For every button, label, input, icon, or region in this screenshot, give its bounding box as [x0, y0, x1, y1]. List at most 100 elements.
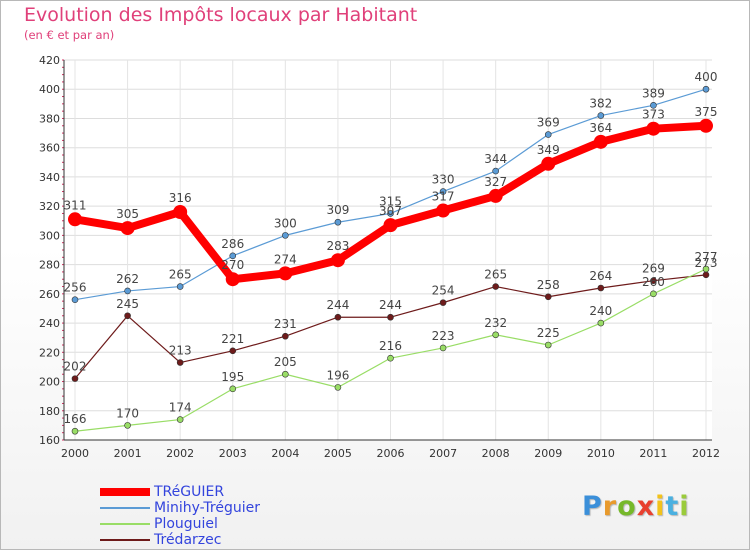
- data-label-treguier: 375: [695, 105, 718, 119]
- data-point-treguier: [699, 118, 713, 133]
- data-label-plouguiel: 195: [221, 370, 244, 384]
- data-point-treguier: [436, 203, 451, 218]
- data-label-tredarzec: 231: [274, 317, 297, 331]
- data-point-tredarzec: [71, 375, 79, 382]
- x-tick-label: 2005: [324, 447, 352, 460]
- data-label-treguier: 311: [64, 198, 87, 212]
- data-point-plouguiel: [650, 290, 657, 298]
- data-point-treguier: [383, 218, 398, 233]
- data-label-minihy-treguier: 400: [695, 70, 718, 84]
- data-point-tredarzec: [492, 283, 499, 290]
- data-point-plouguiel: [387, 354, 394, 362]
- data-point-plouguiel: [334, 384, 342, 391]
- data-label-minihy-treguier: 315: [379, 194, 402, 208]
- data-point-treguier: [646, 121, 661, 136]
- x-tick-label: 2012: [692, 447, 720, 460]
- legend-item-minihy-treguier: Minihy-Tréguier: [100, 500, 260, 516]
- data-label-treguier: 349: [537, 143, 560, 157]
- logo-letter-0: P: [582, 491, 603, 522]
- data-label-tredarzec: 213: [169, 344, 192, 358]
- x-tick-label: 2000: [61, 447, 89, 460]
- legend-swatch-plouguiel: [100, 523, 150, 525]
- data-point-treguier: [120, 221, 135, 236]
- legend-swatch-tredarzec: [100, 539, 150, 541]
- data-label-plouguiel: 174: [169, 401, 192, 415]
- data-point-tredarzec: [282, 332, 289, 340]
- y-tick-label: 380: [39, 112, 60, 125]
- data-point-plouguiel: [439, 344, 447, 352]
- data-label-plouguiel: 196: [326, 368, 349, 382]
- y-tick-label: 420: [39, 54, 60, 67]
- x-tick-label: 2007: [429, 447, 457, 460]
- data-label-treguier: 274: [274, 252, 297, 266]
- data-point-plouguiel: [492, 331, 499, 339]
- data-label-plouguiel: 205: [274, 355, 297, 369]
- data-label-treguier: 317: [432, 190, 455, 204]
- logo-letter-2: o: [617, 491, 637, 522]
- data-point-plouguiel: [282, 370, 289, 378]
- data-point-plouguiel: [71, 427, 79, 435]
- data-point-minihy-treguier: [334, 218, 342, 226]
- plot-area: [64, 60, 712, 440]
- data-point-plouguiel: [597, 319, 605, 327]
- data-label-tredarzec: 264: [589, 269, 612, 283]
- y-tick-label: 280: [39, 259, 60, 272]
- data-label-tredarzec: 245: [116, 297, 139, 311]
- data-point-treguier: [278, 266, 293, 281]
- y-tick-label: 200: [39, 376, 60, 389]
- data-label-minihy-treguier: 309: [326, 203, 349, 217]
- y-tick-label: 400: [39, 83, 60, 96]
- data-label-treguier: 270: [221, 258, 244, 272]
- data-point-plouguiel: [702, 265, 710, 273]
- x-tick-label: 2004: [271, 447, 299, 460]
- data-label-minihy-treguier: 265: [169, 268, 192, 282]
- logo-letter-3: x: [636, 491, 656, 522]
- y-tick-label: 300: [39, 229, 60, 242]
- legend: TRéGUIER Minihy-Tréguier Plouguiel Tréda…: [100, 484, 260, 548]
- data-point-tredarzec: [544, 293, 552, 301]
- data-label-minihy-treguier: 262: [116, 272, 139, 286]
- logo-letter-4: i: [655, 491, 666, 522]
- x-tick-label: 2006: [377, 447, 405, 460]
- data-label-minihy-treguier: 256: [64, 281, 87, 295]
- data-point-treguier: [173, 205, 188, 219]
- data-label-tredarzec: 269: [642, 262, 665, 276]
- data-point-plouguiel: [124, 422, 131, 429]
- data-point-minihy-treguier: [544, 131, 552, 138]
- data-point-treguier: [541, 156, 556, 171]
- data-point-minihy-treguier: [71, 296, 79, 303]
- y-tick-label: 320: [39, 200, 60, 213]
- data-label-tredarzec: 244: [379, 298, 402, 312]
- data-point-minihy-treguier: [597, 112, 605, 119]
- data-label-tredarzec: 265: [484, 268, 507, 282]
- logo-letter-5: t: [665, 491, 680, 522]
- data-point-treguier: [593, 134, 608, 149]
- chart-title: Evolution des Impôts locaux par Habitant: [24, 4, 418, 26]
- data-point-minihy-treguier: [492, 167, 499, 175]
- data-point-minihy-treguier: [439, 188, 447, 195]
- data-point-minihy-treguier: [124, 287, 131, 295]
- data-point-treguier: [68, 212, 82, 227]
- x-tick-label: 2001: [114, 447, 142, 460]
- data-label-plouguiel: 170: [116, 406, 139, 420]
- data-point-treguier: [488, 188, 503, 203]
- legend-label-tredarzec: Trédarzec: [154, 532, 222, 548]
- data-point-plouguiel: [176, 416, 184, 423]
- data-label-tredarzec: 258: [537, 278, 560, 292]
- x-tick-label: 2011: [639, 447, 667, 460]
- data-label-treguier: 305: [116, 207, 139, 221]
- data-point-tredarzec: [387, 313, 394, 321]
- data-label-minihy-treguier: 389: [642, 86, 665, 100]
- data-label-treguier: 364: [589, 121, 612, 135]
- legend-swatch-minihy-treguier: [100, 507, 150, 509]
- data-label-minihy-treguier: 300: [274, 216, 297, 230]
- data-point-minihy-treguier: [702, 85, 710, 93]
- data-label-treguier: 316: [169, 191, 192, 205]
- data-label-tredarzec: 221: [221, 332, 244, 346]
- data-label-minihy-treguier: 344: [484, 152, 507, 166]
- data-point-minihy-treguier: [176, 283, 184, 290]
- data-point-minihy-treguier: [650, 102, 657, 109]
- legend-label-plouguiel: Plouguiel: [154, 516, 218, 532]
- data-point-tredarzec: [124, 312, 131, 320]
